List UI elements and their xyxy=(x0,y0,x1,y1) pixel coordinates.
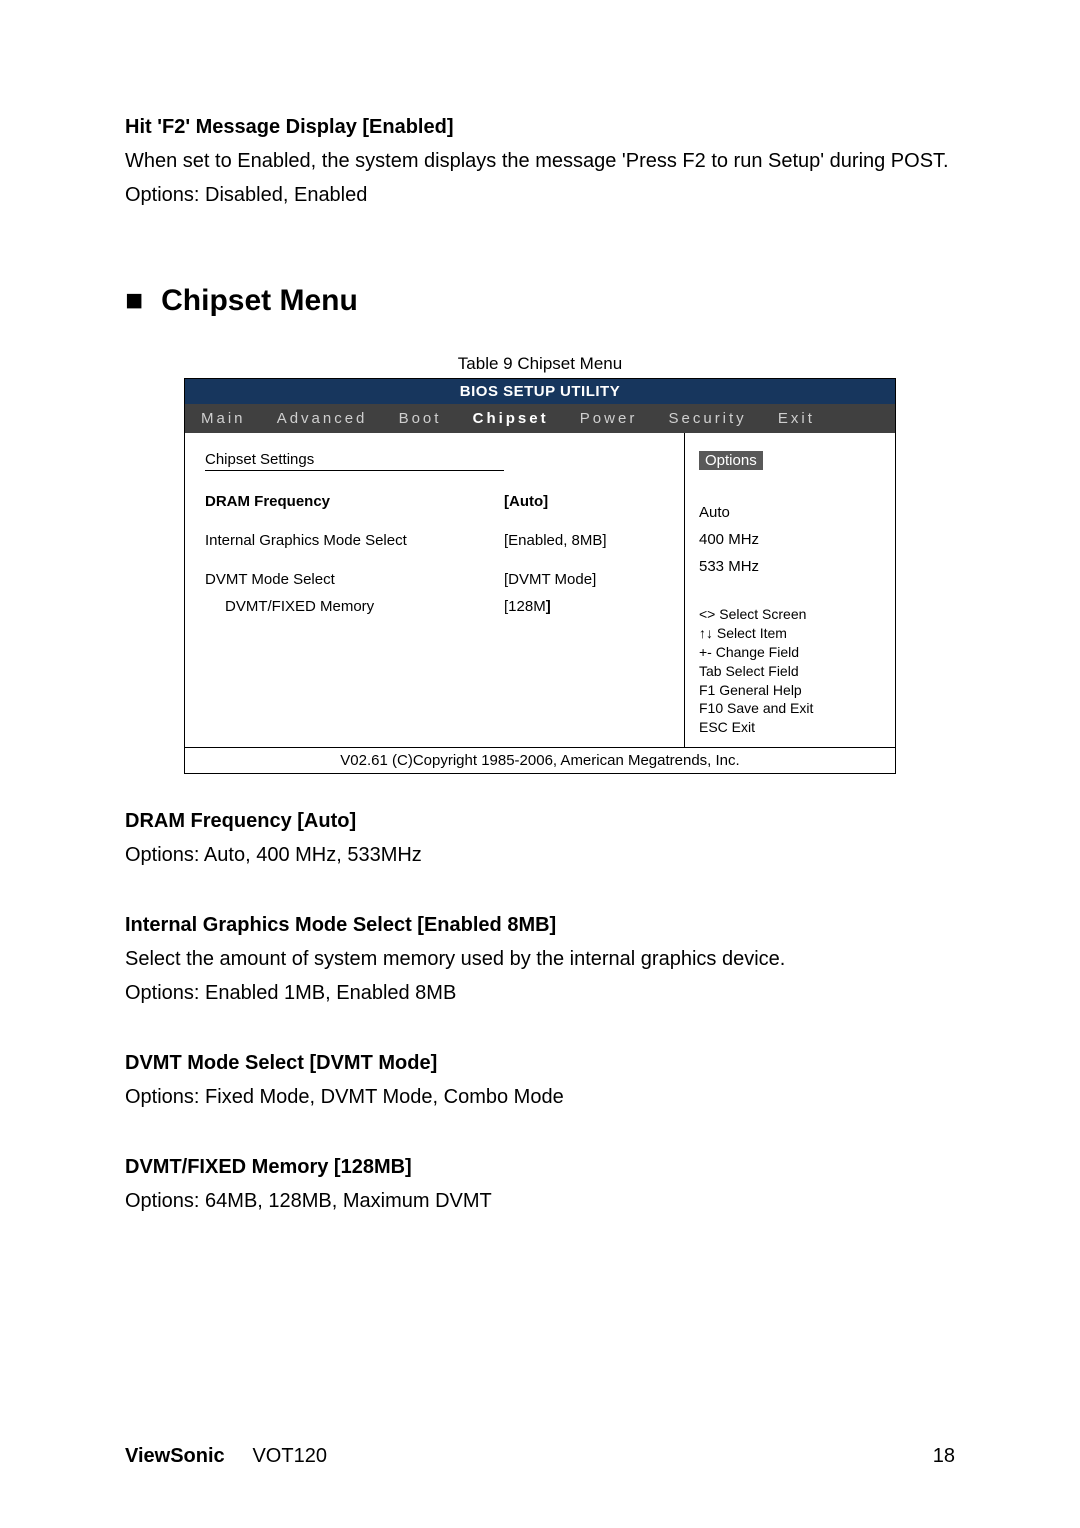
help-tab-select: Tab Select Field xyxy=(699,662,881,681)
dvmt-mem-options: Options: 64MB, 128MB, Maximum DVMT xyxy=(125,1184,955,1218)
hit-f2-title: Hit 'F2' Message Display [Enabled] xyxy=(125,110,955,144)
option-533mhz[interactable]: 533 MHz xyxy=(699,558,881,575)
chipset-heading-row: ■ Chipset Menu xyxy=(125,284,955,318)
dvmt-mode-row[interactable]: DVMT Mode Select [DVMT Mode] xyxy=(205,571,664,588)
dvmt-mode-value: [DVMT Mode] xyxy=(504,571,664,588)
footer-model: VOT120 xyxy=(252,1445,326,1467)
option-400mhz[interactable]: 400 MHz xyxy=(699,531,881,548)
bios-left-panel: Chipset Settings DRAM Frequency [Auto] I… xyxy=(185,433,685,747)
chipset-settings-row: Chipset Settings xyxy=(205,451,664,471)
dvmt-mode-section: DVMT Mode Select [DVMT Mode] Options: Fi… xyxy=(125,1046,955,1114)
tab-security[interactable]: Security xyxy=(669,410,747,427)
dram-freq-title: DRAM Frequency [Auto] xyxy=(125,804,955,838)
help-select-item: ↑↓ Select Item xyxy=(699,624,881,643)
tab-exit[interactable]: Exit xyxy=(778,410,815,427)
igfx-title: Internal Graphics Mode Select [Enabled 8… xyxy=(125,908,955,942)
bios-tab-row: Main Advanced Boot Chipset Power Securit… xyxy=(185,404,895,433)
bios-right-panel: Options Auto 400 MHz 533 MHz <> Select S… xyxy=(685,433,895,747)
dvmt-mem-title: DVMT/FIXED Memory [128MB] xyxy=(125,1150,955,1184)
options-label: Options xyxy=(699,451,763,470)
igfx-options: Options: Enabled 1MB, Enabled 8MB xyxy=(125,976,955,1010)
igfx-section: Internal Graphics Mode Select [Enabled 8… xyxy=(125,908,955,1010)
igfx-label: Internal Graphics Mode Select xyxy=(205,532,504,549)
dram-freq-row[interactable]: DRAM Frequency [Auto] xyxy=(205,493,664,510)
footer-left: ViewSonic VOT120 xyxy=(125,1445,327,1468)
dram-freq-section: DRAM Frequency [Auto] Options: Auto, 400… xyxy=(125,804,955,872)
dvmt-mem-section: DVMT/FIXED Memory [128MB] Options: 64MB,… xyxy=(125,1150,955,1218)
igfx-value: [Enabled, 8MB] xyxy=(504,532,664,549)
tab-main[interactable]: Main xyxy=(201,410,246,427)
tab-chipset[interactable]: Chipset xyxy=(473,410,549,427)
hit-f2-section: Hit 'F2' Message Display [Enabled] When … xyxy=(125,110,955,212)
tab-power[interactable]: Power xyxy=(580,410,638,427)
dram-freq-label: DRAM Frequency xyxy=(205,493,504,510)
dram-freq-options: Options: Auto, 400 MHz, 533MHz xyxy=(125,838,955,872)
igfx-row[interactable]: Internal Graphics Mode Select [Enabled, … xyxy=(205,532,664,549)
help-change-field: +- Change Field xyxy=(699,643,881,662)
dvmt-mem-row[interactable]: DVMT/FIXED Memory [128M] xyxy=(205,598,664,615)
dvmt-mode-label: DVMT Mode Select xyxy=(205,571,504,588)
chipset-settings-label: Chipset Settings xyxy=(205,451,504,471)
table-caption: Table 9 Chipset Menu xyxy=(125,354,955,374)
dvmt-mode-options: Options: Fixed Mode, DVMT Mode, Combo Mo… xyxy=(125,1080,955,1114)
help-select-screen: <> Select Screen xyxy=(699,605,881,624)
hit-f2-options: Options: Disabled, Enabled xyxy=(125,178,955,212)
dvmt-mem-label: DVMT/FIXED Memory xyxy=(225,598,504,615)
tab-advanced[interactable]: Advanced xyxy=(277,410,368,427)
dram-freq-value: [Auto] xyxy=(504,493,664,510)
help-f1: F1 General Help xyxy=(699,681,881,700)
dvmt-mode-title: DVMT Mode Select [DVMT Mode] xyxy=(125,1046,955,1080)
footer-page: 18 xyxy=(933,1445,955,1468)
hit-f2-desc: When set to Enabled, the system displays… xyxy=(125,144,955,178)
bios-title: BIOS SETUP UTILITY xyxy=(185,379,895,404)
bios-body: Chipset Settings DRAM Frequency [Auto] I… xyxy=(185,433,895,747)
igfx-desc: Select the amount of system memory used … xyxy=(125,942,955,976)
bios-setup-table: BIOS SETUP UTILITY Main Advanced Boot Ch… xyxy=(184,378,896,774)
tab-boot[interactable]: Boot xyxy=(399,410,442,427)
help-esc: ESC Exit xyxy=(699,718,881,737)
page-footer: ViewSonic VOT120 18 xyxy=(125,1445,955,1468)
help-f10: F10 Save and Exit xyxy=(699,699,881,718)
square-bullet-icon: ■ xyxy=(125,286,143,316)
help-block: <> Select Screen ↑↓ Select Item +- Chang… xyxy=(699,605,881,737)
bios-copyright: V02.61 (C)Copyright 1985-2006, American … xyxy=(185,747,895,773)
chipset-heading: Chipset Menu xyxy=(161,284,358,318)
footer-brand: ViewSonic xyxy=(125,1445,225,1467)
option-auto[interactable]: Auto xyxy=(699,504,881,521)
